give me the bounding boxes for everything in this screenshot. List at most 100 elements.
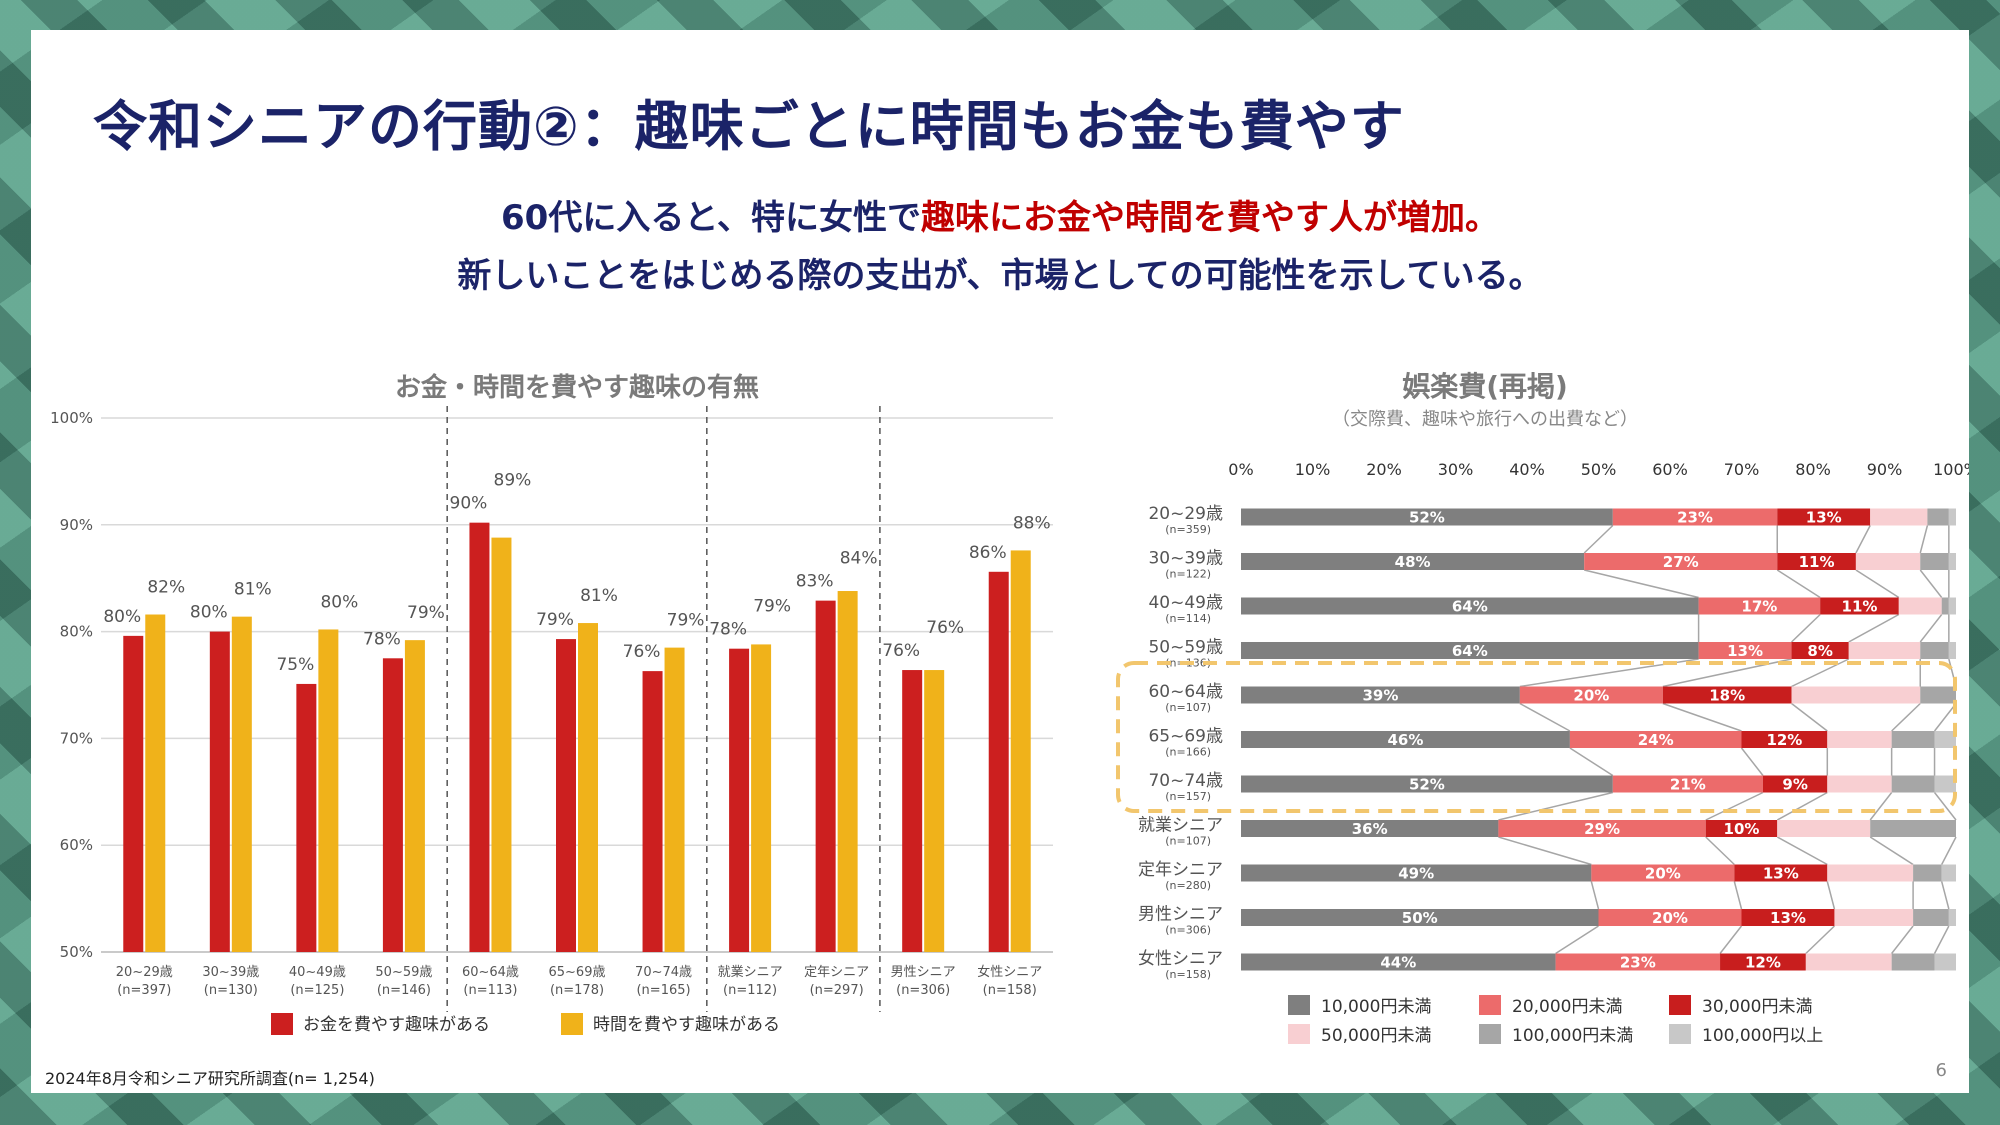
segment-data-label: 17% [1741, 598, 1777, 616]
series-connector [1791, 658, 1850, 688]
stacked-segment [1827, 775, 1892, 793]
x-category-label: 男性シニア [891, 965, 956, 980]
stacked-segment [1612, 775, 1763, 793]
stacked-segment [1827, 864, 1914, 882]
stacked-segment [1241, 731, 1570, 748]
time-data-label: 79% [667, 611, 705, 631]
series-connector [1776, 836, 1828, 866]
series-connector [1740, 747, 1764, 776]
row-category-label: 就業シニア [1138, 816, 1223, 836]
series-connector [1662, 658, 1792, 688]
x-category-label: 20~29歳 [116, 965, 173, 980]
series-connector [1919, 614, 1943, 643]
money-bar [988, 571, 1009, 952]
time-bar [664, 647, 685, 952]
stacked-segment [1791, 642, 1849, 659]
series-connector [1662, 702, 1742, 732]
segment-data-label: 44% [1380, 954, 1416, 972]
money-data-label: 76% [623, 642, 661, 662]
segment-data-label: 29% [1584, 820, 1620, 838]
x-category-n: (n=125) [290, 983, 344, 998]
x-category-label: 40~49歳 [289, 965, 346, 980]
money-data-label: 75% [276, 655, 314, 675]
time-bar [145, 614, 166, 952]
segment-data-label: 20% [1645, 865, 1681, 883]
x-category-label: 女性シニア [977, 964, 1042, 980]
x-category-n: (n=306) [896, 983, 950, 998]
page-title: 令和シニアの行動②：趣味ごとに時間もお金も費やす [93, 95, 1405, 158]
x-category-label: 50~59歳 [375, 965, 432, 980]
stacked-segment [1741, 909, 1835, 926]
time-data-label: 79% [407, 603, 445, 623]
series-connector [1891, 925, 1914, 954]
money-data-label: 79% [536, 610, 574, 630]
stacked-segment [1948, 553, 1956, 570]
segment-data-label: 52% [1409, 776, 1445, 794]
y-tick-label: 60% [60, 836, 93, 854]
subtitle-highlight: 趣味にお金や時間を費やす人が増加。 [920, 198, 1499, 238]
stacked-segment [1241, 820, 1499, 837]
y-tick-label: 100% [50, 409, 93, 427]
money-data-label: 83% [796, 572, 834, 592]
row-category-n: (n=158) [1165, 968, 1211, 981]
money-bar [902, 670, 923, 952]
time-data-label: 79% [753, 597, 791, 617]
time-data-label: 76% [926, 618, 964, 638]
legend-label: 20,000円未満 [1512, 997, 1622, 1017]
series-connector [1933, 703, 1957, 732]
stacked-segment [1941, 864, 1956, 882]
money-data-label: 80% [190, 603, 228, 623]
subtitle-line-2: 新しいことをはじめる際の支出が、市場としての可能性を示している。 [457, 256, 1543, 296]
money-bar [209, 631, 230, 952]
legend-swatch-money [271, 1013, 293, 1035]
money-bar [123, 635, 144, 952]
segment-data-label: 8% [1807, 642, 1832, 660]
stacked-segment [1519, 686, 1663, 704]
series-connector [1583, 524, 1614, 554]
legend-label: 50,000円未満 [1321, 1026, 1431, 1046]
money-bar [815, 600, 836, 952]
chart-title: 娯楽費(再掲) [1402, 370, 1568, 403]
series-connector [1941, 836, 1957, 865]
segment-data-label: 11% [1842, 598, 1878, 616]
stacked-segment [1934, 731, 1956, 748]
x-category-n: (n=397) [117, 983, 171, 998]
legend-swatch-time [561, 1013, 583, 1035]
segment-data-label: 27% [1663, 553, 1699, 571]
series-connector [1869, 836, 1914, 866]
series-connector [1919, 569, 1943, 598]
series-connector [1498, 791, 1613, 821]
stacked-segment [1920, 553, 1949, 570]
stacked-segment [1820, 597, 1899, 615]
money-bar [729, 648, 750, 952]
segment-data-label: 18% [1709, 687, 1745, 705]
survey-note: 2024年8月令和シニア研究所調査(n= 1,254) [45, 1069, 375, 1088]
y-tick-label: 70% [60, 729, 93, 747]
series-connector [1933, 925, 1950, 954]
slide: 令和シニアの行動②：趣味ごとに時間もお金も費やす 60代に入ると、特に女性で趣味… [31, 30, 1969, 1093]
page-number: 6 [1935, 1060, 1947, 1081]
series-connector [1891, 702, 1921, 732]
money-bar [642, 671, 663, 952]
segment-data-label: 13% [1806, 509, 1842, 527]
stacked-segment [1891, 775, 1935, 793]
money-data-label: 80% [103, 607, 141, 627]
legend-swatch [1288, 995, 1310, 1015]
x-category-label: 30~39歳 [202, 965, 259, 980]
segment-data-label: 49% [1398, 865, 1434, 883]
stacked-segment [1598, 909, 1742, 926]
x-tick-label: 70% [1724, 460, 1760, 479]
segment-data-label: 50% [1402, 909, 1438, 927]
x-category-label: 65~69歳 [549, 965, 606, 980]
stacked-segment [1848, 642, 1921, 659]
money-bar [556, 639, 576, 952]
time-data-label: 88% [1013, 513, 1051, 533]
segment-data-label: 20% [1573, 687, 1609, 705]
subtitle-line-1-text: 60代に入ると、特に女性で [501, 198, 921, 238]
stacked-segment [1734, 864, 1828, 882]
segment-data-label: 13% [1763, 865, 1799, 883]
stacked-segment [1241, 909, 1599, 926]
stacked-segment [1791, 686, 1921, 704]
y-tick-label: 90% [60, 516, 93, 534]
segment-data-label: 9% [1782, 776, 1807, 794]
